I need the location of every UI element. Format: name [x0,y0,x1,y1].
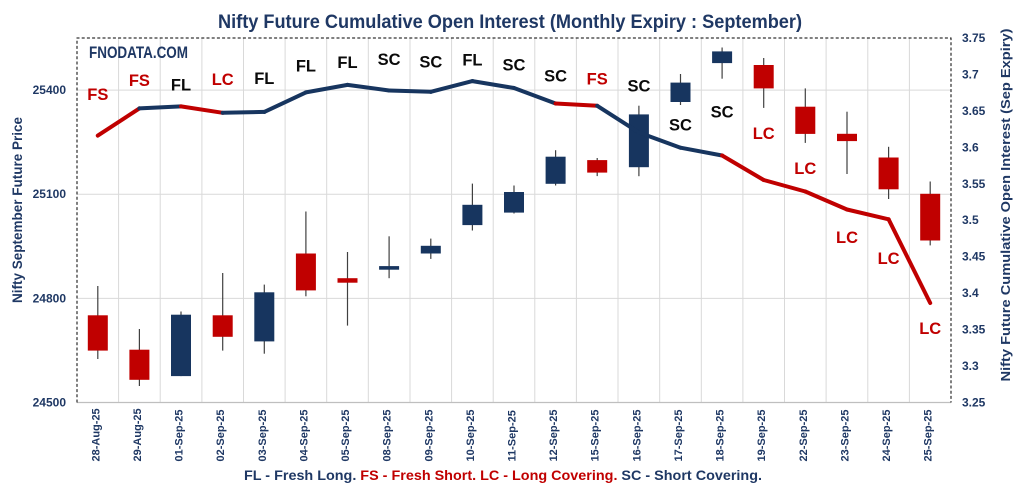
svg-text:09-Sep-25: 09-Sep-25 [423,410,435,462]
svg-text:3.3: 3.3 [962,359,979,373]
svg-text:11-Sep-25: 11-Sep-25 [507,410,519,461]
svg-text:22-Sep-25: 22-Sep-25 [798,410,810,462]
svg-text:LC: LC [836,229,858,247]
svg-text:FL: FL [296,57,316,75]
svg-text:3.65: 3.65 [962,104,986,118]
svg-text:SC: SC [627,78,650,96]
svg-text:3.7: 3.7 [962,67,979,81]
svg-text:15-Sep-25: 15-Sep-25 [590,410,602,462]
svg-text:04-Sep-25: 04-Sep-25 [298,410,310,462]
svg-text:SC: SC [419,54,442,72]
svg-text:3.55: 3.55 [962,177,986,191]
svg-text:Nifty Future Cumulative Open I: Nifty Future Cumulative Open Interest (M… [218,12,802,33]
svg-text:LC: LC [753,125,775,143]
svg-text:3.5: 3.5 [962,213,979,227]
svg-text:SC: SC [544,67,567,85]
svg-text:18-Sep-25: 18-Sep-25 [715,410,727,462]
svg-text:FS: FS [587,71,608,89]
svg-text:LC: LC [919,320,941,338]
svg-text:3.4: 3.4 [962,286,979,300]
svg-text:19-Sep-25: 19-Sep-25 [756,410,768,462]
svg-text:24500: 24500 [33,396,67,410]
svg-text:16-Sep-25: 16-Sep-25 [631,410,643,462]
svg-text:LC: LC [878,250,900,268]
svg-text:FL - Fresh Long. FS - Fresh Sh: FL - Fresh Long. FS - Fresh Short. LC - … [244,467,762,483]
svg-text:28-Aug-25: 28-Aug-25 [90,408,102,461]
svg-text:3.25: 3.25 [962,396,986,410]
svg-text:LC: LC [212,71,234,89]
svg-text:24-Sep-25: 24-Sep-25 [881,410,893,462]
svg-text:01-Sep-25: 01-Sep-25 [174,410,186,462]
svg-text:3.35: 3.35 [962,323,986,337]
svg-text:SC: SC [378,51,401,69]
svg-text:29-Aug-25: 29-Aug-25 [132,408,144,461]
svg-text:17-Sep-25: 17-Sep-25 [673,410,685,462]
svg-text:FS: FS [87,86,108,104]
svg-text:08-Sep-25: 08-Sep-25 [382,410,394,462]
svg-text:FL: FL [171,77,191,95]
svg-text:LC: LC [794,160,816,178]
svg-text:03-Sep-25: 03-Sep-25 [257,410,269,462]
svg-text:24800: 24800 [33,291,67,305]
svg-text:SC: SC [711,104,734,122]
svg-text:FS: FS [129,72,150,90]
svg-text:SC: SC [669,116,692,134]
svg-text:23-Sep-25: 23-Sep-25 [840,410,852,462]
svg-text:25100: 25100 [33,187,67,201]
svg-text:FL: FL [462,51,482,69]
svg-text:FL: FL [254,70,274,88]
svg-text:Nifty September Future Price: Nifty September Future Price [9,117,25,303]
svg-text:SC: SC [503,56,526,74]
svg-text:FNODATA.COM: FNODATA.COM [89,44,188,62]
svg-text:Nifty Future Cumulative Open I: Nifty Future Cumulative Open Interest (S… [998,29,1013,382]
svg-text:25-Sep-25: 25-Sep-25 [923,410,935,462]
svg-text:02-Sep-25: 02-Sep-25 [215,410,227,462]
svg-text:FL: FL [337,54,357,72]
svg-text:25400: 25400 [33,83,67,97]
svg-text:10-Sep-25: 10-Sep-25 [465,410,477,462]
svg-text:05-Sep-25: 05-Sep-25 [340,410,352,462]
svg-text:3.75: 3.75 [962,31,986,45]
svg-text:3.45: 3.45 [962,250,986,264]
svg-text:3.6: 3.6 [962,140,979,154]
svg-text:12-Sep-25: 12-Sep-25 [548,410,560,462]
